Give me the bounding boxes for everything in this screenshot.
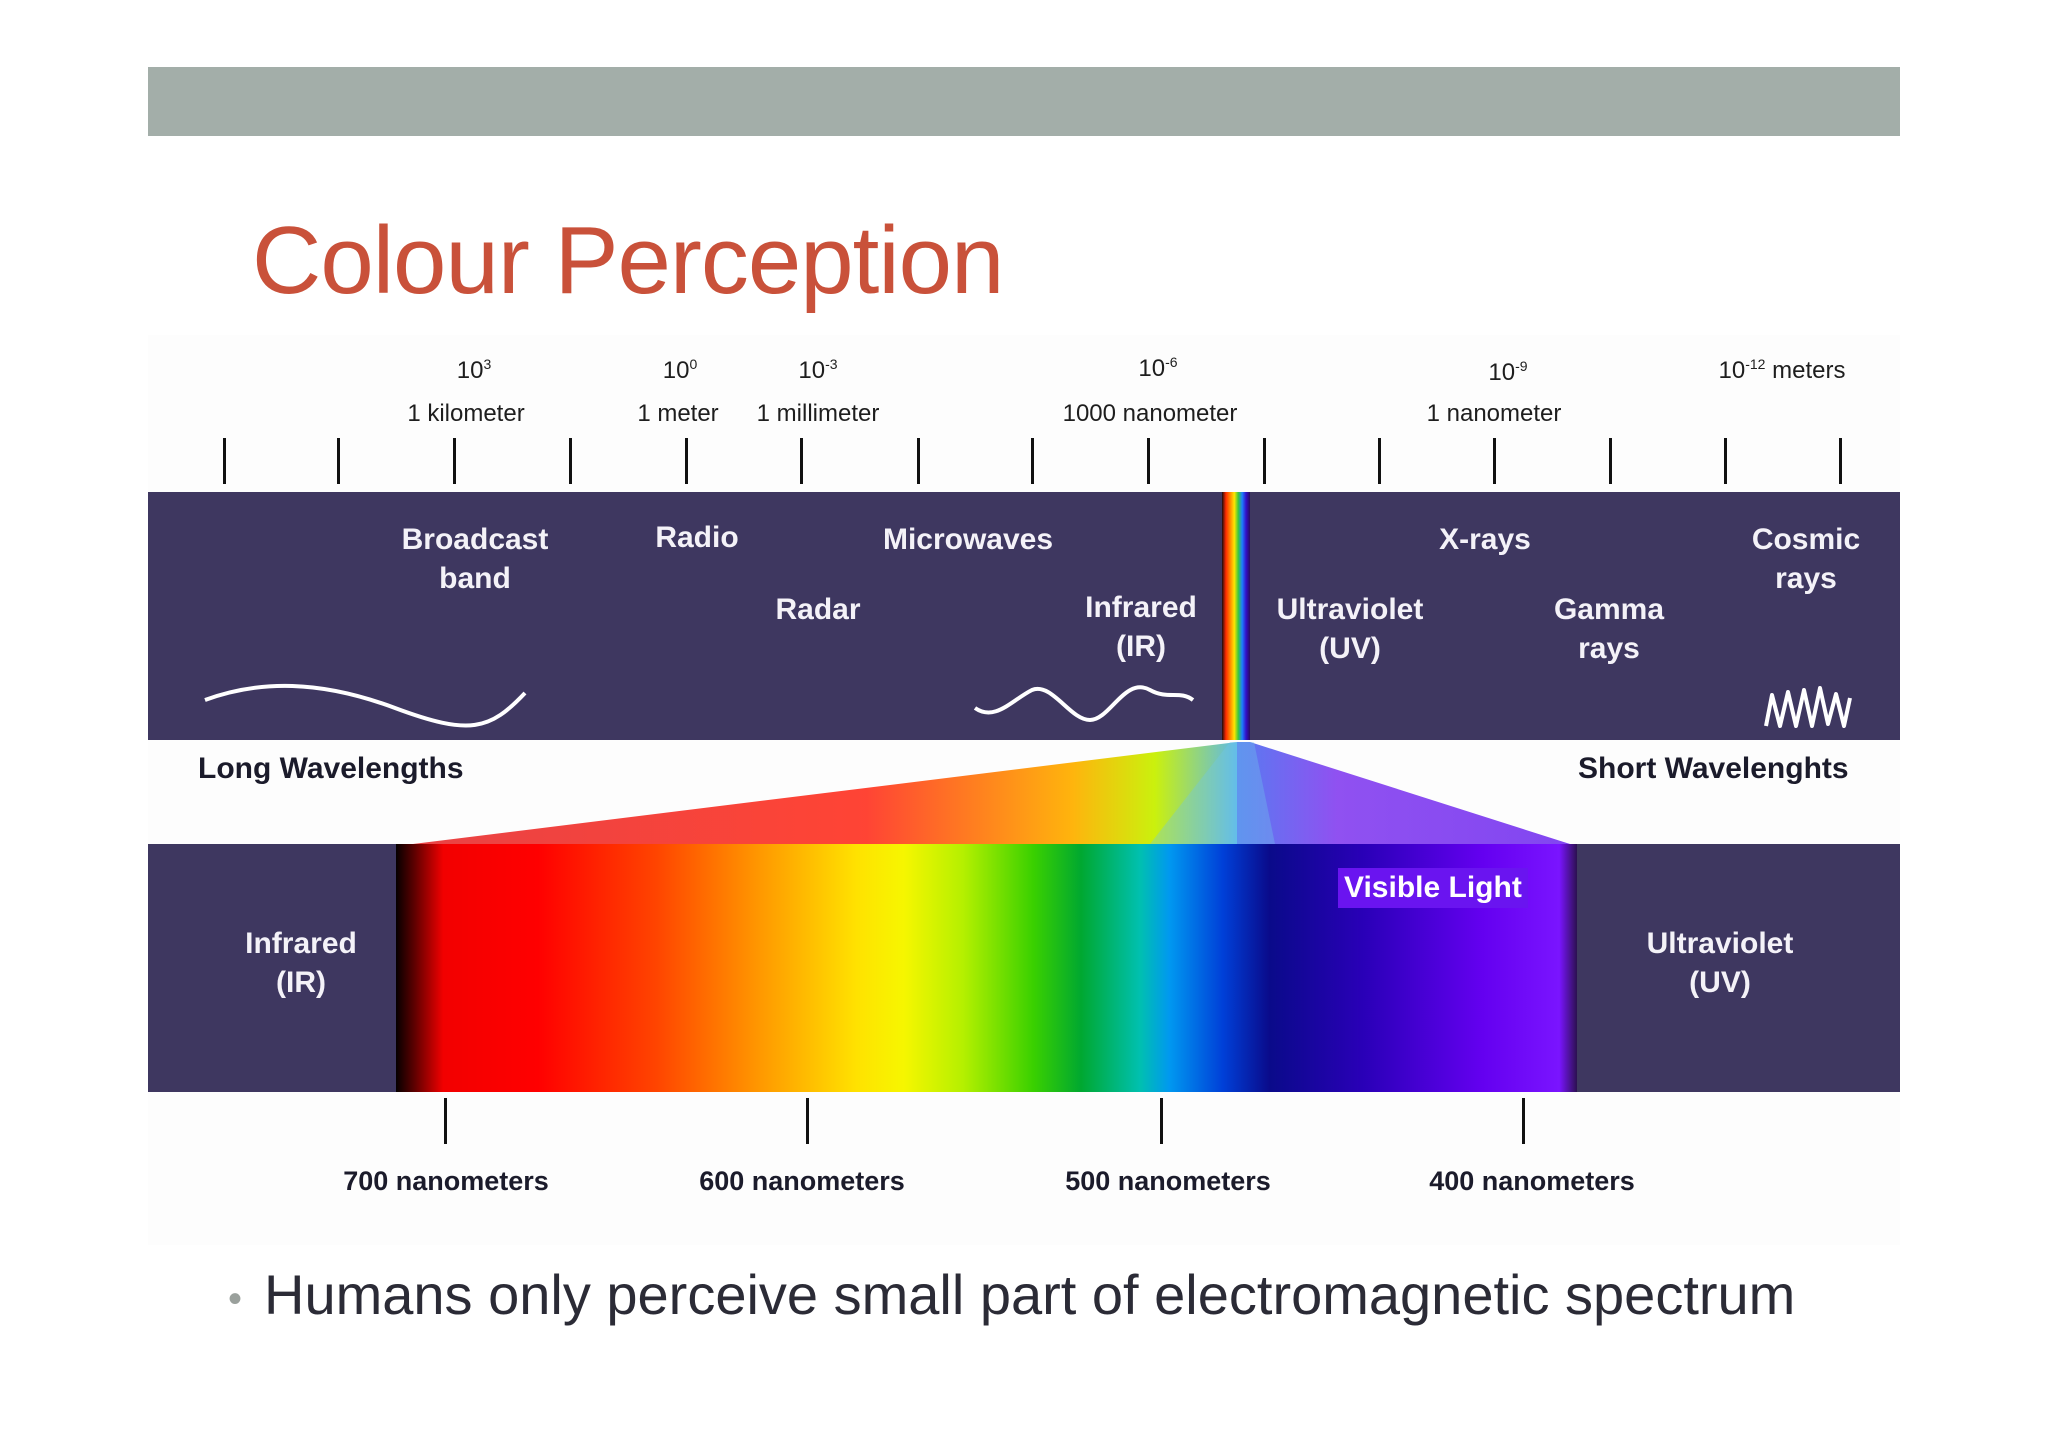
band-label-ultraviolet: Ultraviolet (UV) <box>1276 593 1424 665</box>
scale-tick <box>569 438 572 484</box>
scale-tick <box>1493 438 1496 484</box>
scale-tick <box>1609 438 1612 484</box>
band-label-radar: Radar <box>775 593 861 626</box>
exponent-label: 10-12 meters <box>1718 356 1846 384</box>
exponent-label: 10-3 <box>798 356 838 384</box>
scale-tick <box>1263 438 1266 484</box>
band-label-broadcast: Broadcast band <box>401 523 549 595</box>
exponent-label: 100 <box>662 356 698 384</box>
nm-tick <box>1522 1098 1525 1144</box>
nm-label-400: 400 nanometers <box>1429 1166 1635 1196</box>
exponent-label: 10-6 <box>1138 354 1178 382</box>
scale-tick <box>1031 438 1034 484</box>
band-label-microwaves: Microwaves <box>882 523 1054 556</box>
bullet-text: • Humans only perceive small part of elec… <box>228 1263 1796 1326</box>
band-label-xrays: X-rays <box>1439 523 1531 556</box>
visible-strip <box>1222 492 1250 740</box>
exponent-label: 103 <box>456 356 492 384</box>
em-spectrum-band <box>148 492 1900 740</box>
exponent-label: 10-9 <box>1488 358 1528 386</box>
nm-label-600: 600 nanometers <box>699 1166 905 1196</box>
dispersion-fan-warm <box>413 742 1237 844</box>
short-wavelengths-label: Short Wavelenghts <box>1578 752 1849 785</box>
unit-label: 1 kilometer <box>407 400 525 427</box>
unit-label: 1 nanometer <box>1426 400 1562 427</box>
long-wavelengths-label: Long Wavelengths <box>198 752 464 785</box>
dispersion-fan-cool <box>1237 742 1570 844</box>
nm-tick <box>806 1098 809 1144</box>
bullet-icon: • <box>228 1276 243 1321</box>
band-label-infrared: Infrared (IR) <box>1085 591 1197 663</box>
scale-tick <box>223 438 226 484</box>
scale-tick <box>1147 438 1150 484</box>
dispersion-fan-center <box>1150 742 1275 844</box>
nm-tick <box>444 1098 447 1144</box>
medium-wave-icon <box>973 685 1195 723</box>
scale-tick <box>337 438 340 484</box>
unit-label: 1 millimeter <box>756 400 880 427</box>
nm-label-700: 700 nanometers <box>343 1166 549 1196</box>
scale-tick <box>1378 438 1381 484</box>
scale-tick <box>917 438 920 484</box>
visible-light-label: Visible Light <box>1338 868 1528 908</box>
nm-label-500: 500 nanometers <box>1065 1166 1271 1196</box>
band-label-gamma: Gamma rays <box>1553 593 1665 665</box>
scale-tick <box>1839 438 1842 484</box>
scale-tick <box>685 438 688 484</box>
visible-infrared-label: Infrared (IR) <box>245 927 357 999</box>
unit-label: 1 meter <box>637 400 719 427</box>
short-wave-icon <box>1764 686 1852 728</box>
band-label-radio: Radio <box>655 521 739 554</box>
header-bar <box>148 67 1900 136</box>
scale-tick <box>800 438 803 484</box>
slide-title: Colour Perception <box>252 207 1004 314</box>
nm-tick <box>1160 1098 1163 1144</box>
band-label-cosmic: Cosmic rays <box>1751 523 1861 595</box>
unit-label: 1000 nanometer <box>1062 400 1238 427</box>
scale-tick <box>453 438 456 484</box>
visible-ultraviolet-label: Ultraviolet (UV) <box>1646 927 1794 999</box>
scale-tick <box>1724 438 1727 484</box>
long-wave-icon <box>204 683 527 728</box>
